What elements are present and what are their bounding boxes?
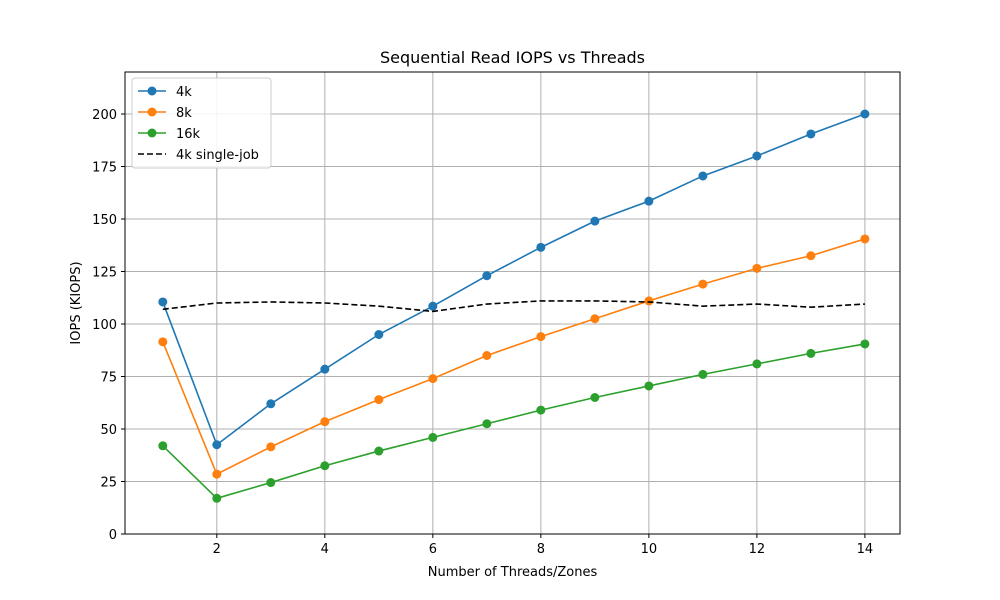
x-tick-label: 4 [321,542,329,557]
data-point [590,393,600,402]
data-point [428,374,438,384]
data-point [536,405,546,415]
data-point [482,271,492,281]
legend-label: 4k [176,85,192,100]
data-point [644,381,654,391]
x-tick-label: 10 [641,542,658,557]
y-tick-label: 150 [92,213,117,228]
x-tick-label: 2 [213,542,221,557]
legend-box [131,77,272,169]
data-point [806,348,816,358]
series-line [162,238,866,475]
y-tick-label: 25 [100,476,117,491]
data-point [320,417,330,427]
data-point [158,441,168,451]
data-point [158,297,168,307]
legend: 4k 8k 16k 4k single-job [131,77,272,169]
data-point [266,399,276,409]
data-point [698,279,708,289]
legend-label: 4k single-job [176,148,259,163]
x-tick-label: 12 [749,542,766,557]
data-point [752,359,762,369]
data-point [212,493,222,503]
data-point [266,442,276,452]
series-4k [158,109,870,450]
x-tick-label: 6 [429,542,437,557]
y-tick-label: 75 [100,371,117,386]
y-tick-label: 0 [109,528,117,543]
legend-item: 8k [138,106,192,121]
chart-title: Sequential Read IOPS vs Threads [380,48,645,67]
y-tick-label: 50 [100,423,117,438]
data-point [428,301,438,311]
data-point [590,216,600,226]
data-point [266,478,276,488]
data-point [374,446,384,456]
series-8k [158,234,870,479]
legend-marker [147,86,157,96]
data-point [806,129,816,139]
legend-label: 16k [176,127,201,142]
data-point [212,440,222,450]
legend-item: 16k [138,127,201,142]
series-4k-single-job [162,300,865,313]
y-tick-label: 125 [92,266,117,281]
data-point [860,109,870,119]
legend-item: 4k [138,85,192,100]
data-point [860,339,870,349]
data-point [212,469,222,479]
y-tick-label: 200 [92,108,117,123]
x-axis-label: Number of Threads/Zones [428,565,598,580]
legend-item: 4k single-job [138,148,259,163]
series-16k [158,339,870,503]
data-point [590,314,600,324]
series-line [162,343,866,500]
data-point [158,337,168,347]
plot-frame [124,71,901,535]
data-point [752,151,762,161]
data-point [644,296,654,306]
data-point [320,461,330,471]
legend-marker [147,107,157,117]
data-point [536,332,546,342]
series-line [162,300,865,313]
series-line [162,113,866,446]
data-point [320,364,330,374]
series-layer [158,109,870,503]
data-point [860,234,870,244]
data-point [644,196,654,206]
x-tick-label: 8 [537,542,545,557]
data-point [374,330,384,339]
data-point [428,432,438,442]
data-point [374,395,384,405]
legend-label: 8k [176,106,192,121]
axes: 2 4 6 8 10 12 14 0 25 50 75 100 125 150 175 200 [92,108,873,557]
y-tick-label: 100 [92,318,117,333]
data-point [698,171,708,181]
data-point [536,242,546,252]
x-tick-label: 14 [857,542,874,557]
legend-marker [147,128,157,138]
data-point [482,419,492,429]
data-point [698,369,708,379]
data-point [806,251,816,261]
y-axis-label: IOPS (KIOPS) [69,261,84,344]
data-point [482,351,492,360]
data-point [752,263,762,273]
y-tick-label: 175 [92,161,117,176]
